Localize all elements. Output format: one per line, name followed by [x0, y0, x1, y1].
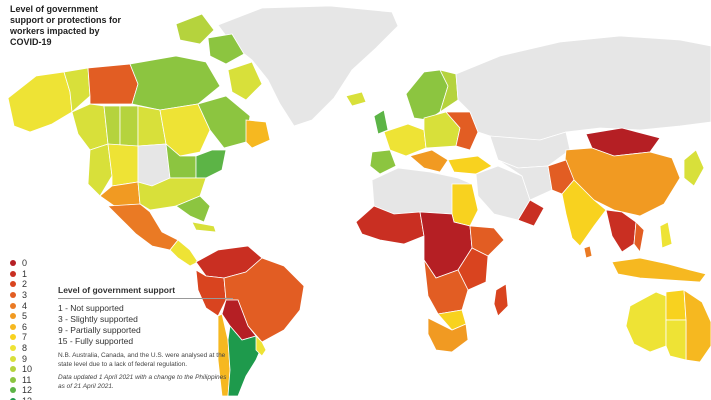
scale-swatch-icon	[10, 334, 16, 341]
region-india	[561, 179, 607, 247]
legend-heading: Level of government support	[58, 285, 233, 299]
scale-value: 6	[22, 321, 28, 332]
scale-swatch-icon	[10, 323, 16, 330]
region-saskatchewan	[119, 105, 139, 147]
scale-row: 9	[10, 353, 54, 364]
region-gulf	[517, 199, 545, 227]
region-mexico	[107, 203, 179, 251]
region-baffin	[227, 61, 263, 101]
region-us-mountain	[107, 143, 139, 187]
scale-row: 6	[10, 322, 54, 333]
region-korea-japan	[683, 149, 705, 187]
region-arctic-islands-2	[207, 33, 245, 65]
legend-update-note: Data updated 1 April 2021 with a change …	[58, 374, 227, 390]
scale-swatch-icon	[10, 355, 16, 362]
scale-row: 11	[10, 375, 54, 386]
scale-value: 2	[22, 279, 28, 290]
region-greenland	[217, 5, 399, 127]
scale-value: 12	[22, 385, 33, 396]
scale-value: 13	[22, 396, 32, 400]
region-australia-west	[625, 291, 667, 353]
region-vietnam	[633, 221, 645, 253]
scale-value: 1	[22, 268, 28, 279]
scale-row: 13	[10, 396, 54, 400]
legend-item-fully-supported: 15 - Fully supported	[58, 336, 134, 346]
scale-value: 11	[22, 374, 32, 385]
region-madagascar	[493, 283, 509, 317]
region-uk-ireland	[373, 109, 389, 135]
color-scale: 012345678910111213	[10, 258, 54, 400]
legend-item-slightly-supported: 3 - Slightly supported	[58, 314, 138, 324]
region-egypt-sudan	[451, 183, 479, 227]
scale-value: 7	[22, 332, 28, 343]
region-turkey	[447, 155, 493, 175]
scale-swatch-icon	[10, 345, 16, 352]
region-atlantic-canada	[245, 119, 271, 149]
region-arctic-islands-1	[175, 13, 215, 45]
legend: Level of government support 1 - Not supp…	[58, 285, 233, 391]
scale-row: 2	[10, 279, 54, 290]
scale-value: 0	[22, 258, 28, 269]
scale-swatch-icon	[10, 387, 16, 394]
scale-value: 9	[22, 353, 28, 364]
scale-row: 5	[10, 311, 54, 322]
scale-swatch-icon	[10, 376, 16, 383]
legend-item-partially-supported: 9 - Partially supported	[58, 325, 141, 335]
region-us-south	[137, 177, 207, 211]
region-horn-of-africa	[469, 225, 505, 257]
region-australia-south	[665, 319, 687, 361]
scale-row: 1	[10, 269, 54, 280]
scale-row: 4	[10, 300, 54, 311]
scale-row: 8	[10, 343, 54, 354]
region-sri-lanka	[583, 245, 593, 259]
region-south-africa	[427, 317, 469, 353]
region-nwt	[87, 63, 139, 105]
scale-row: 0	[10, 258, 54, 269]
region-iberia	[369, 149, 397, 175]
region-british-columbia	[71, 103, 109, 151]
region-ecuador-peru	[195, 269, 227, 317]
scale-row: 10	[10, 364, 54, 375]
scale-swatch-icon	[10, 270, 16, 277]
region-southern-africa-1	[423, 259, 469, 315]
map-title: Level of government support or protectio…	[10, 4, 121, 47]
scale-swatch-icon	[10, 366, 16, 373]
scale-value: 3	[22, 290, 28, 301]
region-us-northeast	[195, 149, 227, 179]
region-us-west	[87, 143, 113, 197]
legend-note: N.B. Australia, Canada, and the U.S. wer…	[58, 352, 226, 368]
scale-swatch-icon	[10, 398, 16, 400]
scale-swatch-icon	[10, 292, 16, 299]
scale-row: 7	[10, 332, 54, 343]
scale-value: 8	[22, 343, 28, 354]
scale-swatch-icon	[10, 302, 16, 309]
region-mainland-sea	[605, 209, 637, 253]
region-australia-east	[683, 289, 711, 363]
region-australia-north	[665, 289, 687, 321]
region-scandinavia	[405, 69, 449, 121]
scale-swatch-icon	[10, 260, 16, 267]
legend-item-not-supported: 1 - Not supported	[58, 303, 124, 313]
region-indonesia	[611, 257, 707, 283]
scale-swatch-icon	[10, 313, 16, 320]
region-iceland	[345, 91, 367, 107]
region-caribbean	[191, 221, 217, 233]
scale-row: 3	[10, 290, 54, 301]
region-russia	[455, 35, 711, 141]
region-italy-balkans	[409, 149, 449, 173]
region-yukon	[63, 67, 91, 113]
region-uruguay	[255, 335, 267, 357]
scale-value: 10	[22, 364, 33, 375]
region-argentina	[227, 325, 263, 397]
region-philippines	[659, 221, 673, 249]
scale-value: 5	[22, 311, 28, 322]
scale-row: 12	[10, 385, 54, 396]
scale-swatch-icon	[10, 281, 16, 288]
region-alaska	[7, 71, 73, 133]
scale-value: 4	[22, 300, 28, 311]
region-us-southeast	[175, 195, 211, 223]
